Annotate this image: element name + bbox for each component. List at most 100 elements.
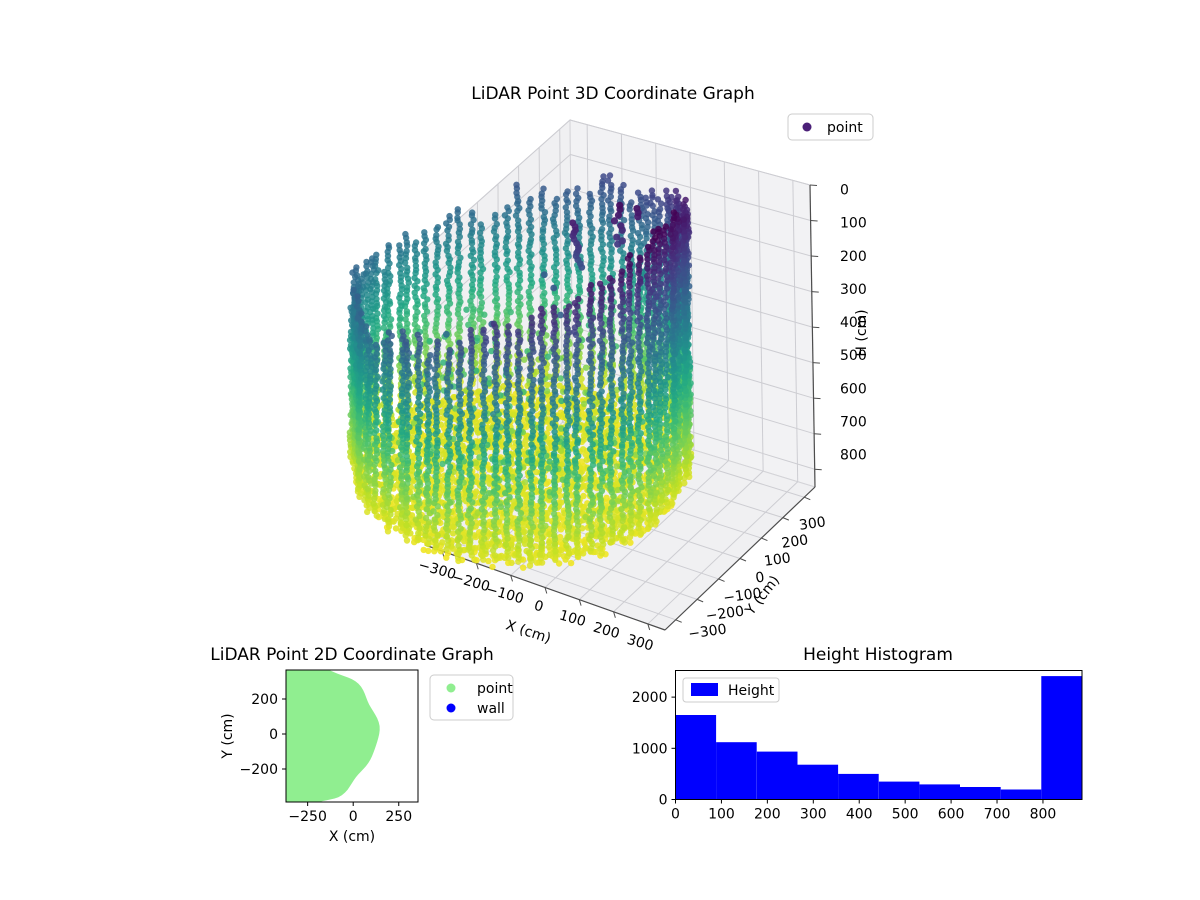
scatter-point xyxy=(683,470,690,478)
scatter-point xyxy=(493,220,500,228)
scatter-point xyxy=(563,196,570,203)
scatter-point xyxy=(635,239,642,246)
scatter-point xyxy=(403,284,411,291)
scatter-point xyxy=(669,445,677,452)
scatter-point xyxy=(528,263,535,270)
scatter-point xyxy=(386,321,393,328)
scatter-point xyxy=(451,405,459,412)
scatter-point xyxy=(439,451,447,458)
scatter-point xyxy=(540,271,548,279)
z-axis-spine xyxy=(809,184,816,488)
scatter-point xyxy=(422,349,429,356)
scatter-point xyxy=(663,187,670,194)
scatter-point xyxy=(350,279,357,286)
scatter-point xyxy=(468,237,475,244)
scatter-point xyxy=(669,243,676,251)
scatter-point xyxy=(626,206,633,213)
scatter-point xyxy=(553,251,560,259)
scatter-point xyxy=(516,269,523,276)
scatter-point xyxy=(515,217,522,224)
scatter-point xyxy=(557,311,564,319)
scatter-point xyxy=(617,222,625,230)
scatter-point xyxy=(638,221,645,229)
scatter-point xyxy=(492,211,499,219)
scatter-point xyxy=(357,394,365,401)
scatter-point xyxy=(670,373,677,381)
scatter-point xyxy=(404,295,411,302)
scatter-point xyxy=(598,225,606,233)
scatter-point xyxy=(397,299,404,306)
scatter-point xyxy=(433,320,440,327)
scatter-point xyxy=(663,361,670,369)
scatter-point xyxy=(390,421,397,429)
scatter-point xyxy=(488,347,495,355)
scatter-point xyxy=(455,259,463,266)
scatter-point xyxy=(447,264,454,271)
scatter-point xyxy=(670,410,678,418)
scatter-point xyxy=(631,322,638,329)
scatter-point xyxy=(680,206,687,213)
scatter-point xyxy=(674,302,681,309)
scatter-point xyxy=(589,225,596,232)
scatter-point xyxy=(607,226,615,233)
scatter-point xyxy=(538,190,545,197)
scatter-point xyxy=(576,274,583,281)
scatter-point xyxy=(477,221,484,228)
scatter-point xyxy=(528,251,535,258)
scatter-point xyxy=(576,214,583,221)
scatter-point xyxy=(563,225,570,232)
scatter-point xyxy=(510,411,517,418)
scatter-point xyxy=(680,309,688,316)
scatter-point xyxy=(538,277,545,284)
scatter-point xyxy=(477,234,484,242)
scatter-point xyxy=(613,233,621,241)
scatter-point xyxy=(583,456,590,463)
scatter-point xyxy=(564,249,571,257)
scatter-point xyxy=(668,193,675,201)
scatter-point xyxy=(600,254,607,261)
scatter-point xyxy=(456,274,463,281)
scatter-point xyxy=(597,189,604,196)
scatter-point xyxy=(367,372,374,380)
scatter-point xyxy=(356,482,364,489)
scatter-point xyxy=(432,283,440,290)
scatter-point xyxy=(568,492,575,499)
scatter-point xyxy=(671,434,679,441)
scatter-point xyxy=(513,181,520,188)
scatter-point xyxy=(365,473,372,481)
scatter-point xyxy=(412,266,420,274)
scatter-point xyxy=(421,301,429,308)
scatter-point xyxy=(553,294,561,301)
scatter-point xyxy=(384,257,391,264)
grid-line xyxy=(723,161,730,461)
scatter-point xyxy=(604,177,612,184)
scatter-point xyxy=(396,246,403,254)
scatter-point xyxy=(426,337,433,345)
scatter-point xyxy=(434,224,442,231)
scatter-point xyxy=(676,281,684,289)
scatter-point xyxy=(355,434,362,441)
scatter-point xyxy=(369,329,376,336)
scatter-point xyxy=(456,221,463,228)
scatter-point xyxy=(681,449,688,456)
scatter-point xyxy=(558,461,566,468)
scatter-point xyxy=(600,173,607,180)
scatter-point xyxy=(564,281,571,288)
scatter-point xyxy=(469,245,476,253)
scatter-point xyxy=(494,302,501,309)
y-tick xyxy=(696,598,704,603)
scatter-point xyxy=(514,221,522,229)
scatter-point xyxy=(579,446,587,453)
scatter-point xyxy=(408,467,416,474)
scatter-point xyxy=(393,497,400,505)
scatter-point xyxy=(380,287,388,294)
scatter-point xyxy=(504,204,511,211)
scatter-point xyxy=(676,340,683,348)
scatter-point xyxy=(527,236,535,243)
scatter-point xyxy=(397,270,404,277)
scatter-point xyxy=(564,265,571,272)
scatter-point xyxy=(405,279,412,286)
scatter-point xyxy=(454,269,461,276)
scatter-point xyxy=(470,256,478,264)
